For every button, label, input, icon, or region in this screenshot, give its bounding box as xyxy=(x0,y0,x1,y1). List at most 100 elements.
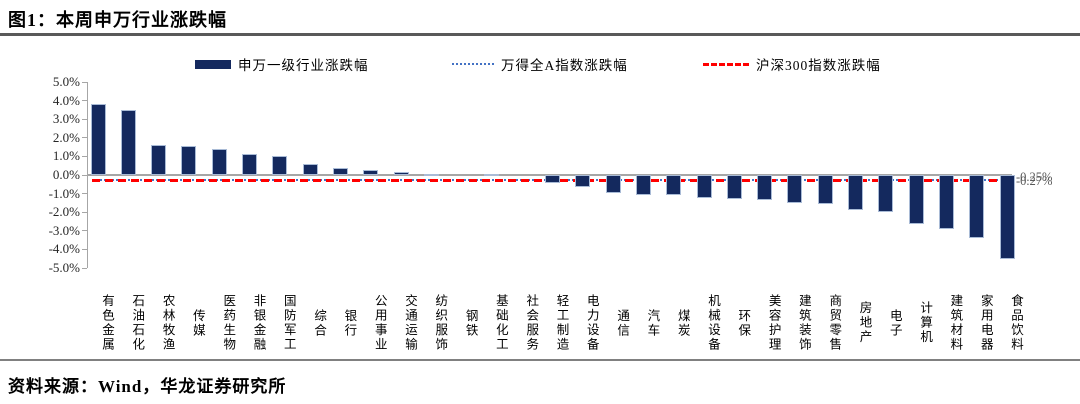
y-axis-label: -4.0% xyxy=(48,241,80,257)
bar-计算机 xyxy=(908,175,924,225)
x-axis-label-机械设备: 机械设备 xyxy=(706,294,720,352)
x-axis-label-煤炭: 煤炭 xyxy=(675,308,690,338)
legend-label: 万得全A指数涨跌幅 xyxy=(501,58,628,73)
bar-医药生物 xyxy=(211,148,227,175)
x-axis-label-电子: 电子 xyxy=(887,308,902,338)
x-axis-label-有色金属: 有色金属 xyxy=(100,294,114,352)
bar-基础化工 xyxy=(484,174,500,177)
reference-line-value-label: -0.27% xyxy=(1016,174,1053,189)
bar-美容护理 xyxy=(757,175,773,201)
bar-chart-plot-area: 5.0% 4.0% 3.0% 2.0% 1.0% 0.0% -1.0% -2.0% -3.0% -… xyxy=(49,74,1053,352)
x-axis-label-汽车: 汽车 xyxy=(645,308,660,338)
y-axis-label: -2.0% xyxy=(48,204,80,220)
bar-电子 xyxy=(878,175,894,213)
x-axis-label-环保: 环保 xyxy=(736,308,751,338)
figure-title: 图1：本周申万行业涨跌幅 xyxy=(8,10,227,30)
bar-电力设备 xyxy=(575,175,591,188)
x-axis-label-通信: 通信 xyxy=(615,308,630,338)
x-axis-label-建筑材料: 建筑材料 xyxy=(948,294,963,352)
bar-交通运输 xyxy=(393,172,409,175)
x-axis-label-公用事业: 公用事业 xyxy=(372,294,387,352)
y-axis-label: 0.0% xyxy=(52,167,80,182)
x-axis-label-石油石化: 石油石化 xyxy=(130,294,145,352)
bar-传媒 xyxy=(181,146,197,175)
y-axis-label: -1.0% xyxy=(48,185,80,201)
bar-建筑装饰 xyxy=(787,175,803,203)
y-axis-tick xyxy=(82,100,87,102)
bar-石油石化 xyxy=(120,109,136,175)
bar-非银金融 xyxy=(242,153,257,175)
bar-食品饮料 xyxy=(999,175,1015,259)
x-axis-label-轻工制造: 轻工制造 xyxy=(554,294,569,352)
y-axis-label: 5.0% xyxy=(52,74,80,89)
x-axis-label-医药生物: 医药生物 xyxy=(221,294,236,352)
x-axis-label-计算机: 计算机 xyxy=(918,301,933,345)
x-axis-label-食品饮料: 食品饮料 xyxy=(1009,294,1023,352)
bar-通信 xyxy=(605,175,621,193)
source-divider xyxy=(0,359,1080,361)
x-axis-label-农林牧渔: 农林牧渔 xyxy=(160,294,175,352)
bar-swatch-icon xyxy=(195,59,231,69)
y-axis-tick xyxy=(82,174,87,176)
x-axis-label-基础化工: 基础化工 xyxy=(493,294,508,352)
x-axis-label-传媒: 传媒 xyxy=(190,308,205,338)
y-axis-label: 2.0% xyxy=(52,129,80,145)
x-axis-label-银行: 银行 xyxy=(342,308,357,338)
y-axis-tick xyxy=(82,193,87,195)
x-axis-label-国防军工: 国防军工 xyxy=(281,294,296,352)
x-axis-label-电力设备: 电力设备 xyxy=(584,294,599,352)
x-axis-label-社会服务: 社会服务 xyxy=(524,294,539,352)
y-axis-tick xyxy=(82,267,87,269)
dashed-line-swatch-icon xyxy=(703,62,749,66)
bar-环保 xyxy=(726,175,742,200)
y-axis-tick xyxy=(82,211,87,213)
y-axis-label: 4.0% xyxy=(52,92,80,108)
bar-房地产 xyxy=(848,175,863,211)
y-axis-tick xyxy=(82,118,87,120)
legend-label: 沪深300指数涨跌幅 xyxy=(756,58,881,73)
bar-综合 xyxy=(302,163,318,175)
source-note: 资料来源：Wind，华龙证券研究所 xyxy=(8,377,287,396)
x-axis-label-美容护理: 美容护理 xyxy=(766,294,781,352)
bar-国防军工 xyxy=(272,156,288,175)
legend-item-hs300-index: 沪深300指数涨跌幅 xyxy=(703,54,881,74)
legend-item-industry-bars: 申万一级行业涨跌幅 xyxy=(195,54,369,74)
y-axis-tick xyxy=(82,137,87,139)
bar-商贸零售 xyxy=(817,175,833,204)
y-axis-tick xyxy=(82,81,87,83)
title-divider xyxy=(0,33,1080,36)
dotted-line-swatch-icon xyxy=(452,63,494,65)
x-axis-label-综合: 综合 xyxy=(312,308,327,338)
y-axis-tick xyxy=(82,155,87,157)
x-axis-label-家用电器: 家用电器 xyxy=(978,294,993,352)
bar-建筑材料 xyxy=(938,175,954,229)
reference-line-value-label: -0.25% xyxy=(1016,169,1053,184)
bar-农林牧渔 xyxy=(151,145,167,175)
bar-轻工制造 xyxy=(545,175,560,184)
x-axis-label-非银金融: 非银金融 xyxy=(251,294,266,352)
legend-item-wande-index: 万得全A指数涨跌幅 xyxy=(452,54,628,74)
chart-legend: 申万一级行业涨跌幅 万得全A指数涨跌幅 沪深300指数涨跌幅 xyxy=(0,54,1080,74)
x-axis-label-钢铁: 钢铁 xyxy=(463,308,478,338)
bar-家用电器 xyxy=(969,175,985,239)
x-axis-label-交通运输: 交通运输 xyxy=(403,294,417,352)
bar-有色金属 xyxy=(90,104,106,175)
bar-银行 xyxy=(332,167,348,175)
y-axis-tick xyxy=(82,248,87,250)
x-axis-label-建筑装饰: 建筑装饰 xyxy=(796,294,811,352)
y-axis-label: 1.0% xyxy=(52,148,80,164)
bar-汽车 xyxy=(635,175,651,195)
y-axis-label: 3.0% xyxy=(52,111,80,127)
y-axis-line xyxy=(87,82,88,268)
x-axis-label-房地产: 房地产 xyxy=(857,301,872,345)
y-axis-tick xyxy=(82,230,87,232)
x-axis-label-商贸零售: 商贸零售 xyxy=(827,294,842,352)
y-axis-label: -5.0% xyxy=(48,260,80,275)
bar-机械设备 xyxy=(696,175,712,199)
bar-纺织服饰 xyxy=(423,174,439,177)
x-axis-label-纺织服饰: 纺织服饰 xyxy=(433,294,448,352)
bar-煤炭 xyxy=(666,175,682,196)
y-axis-label: -3.0% xyxy=(48,222,80,238)
bar-公用事业 xyxy=(363,170,379,175)
